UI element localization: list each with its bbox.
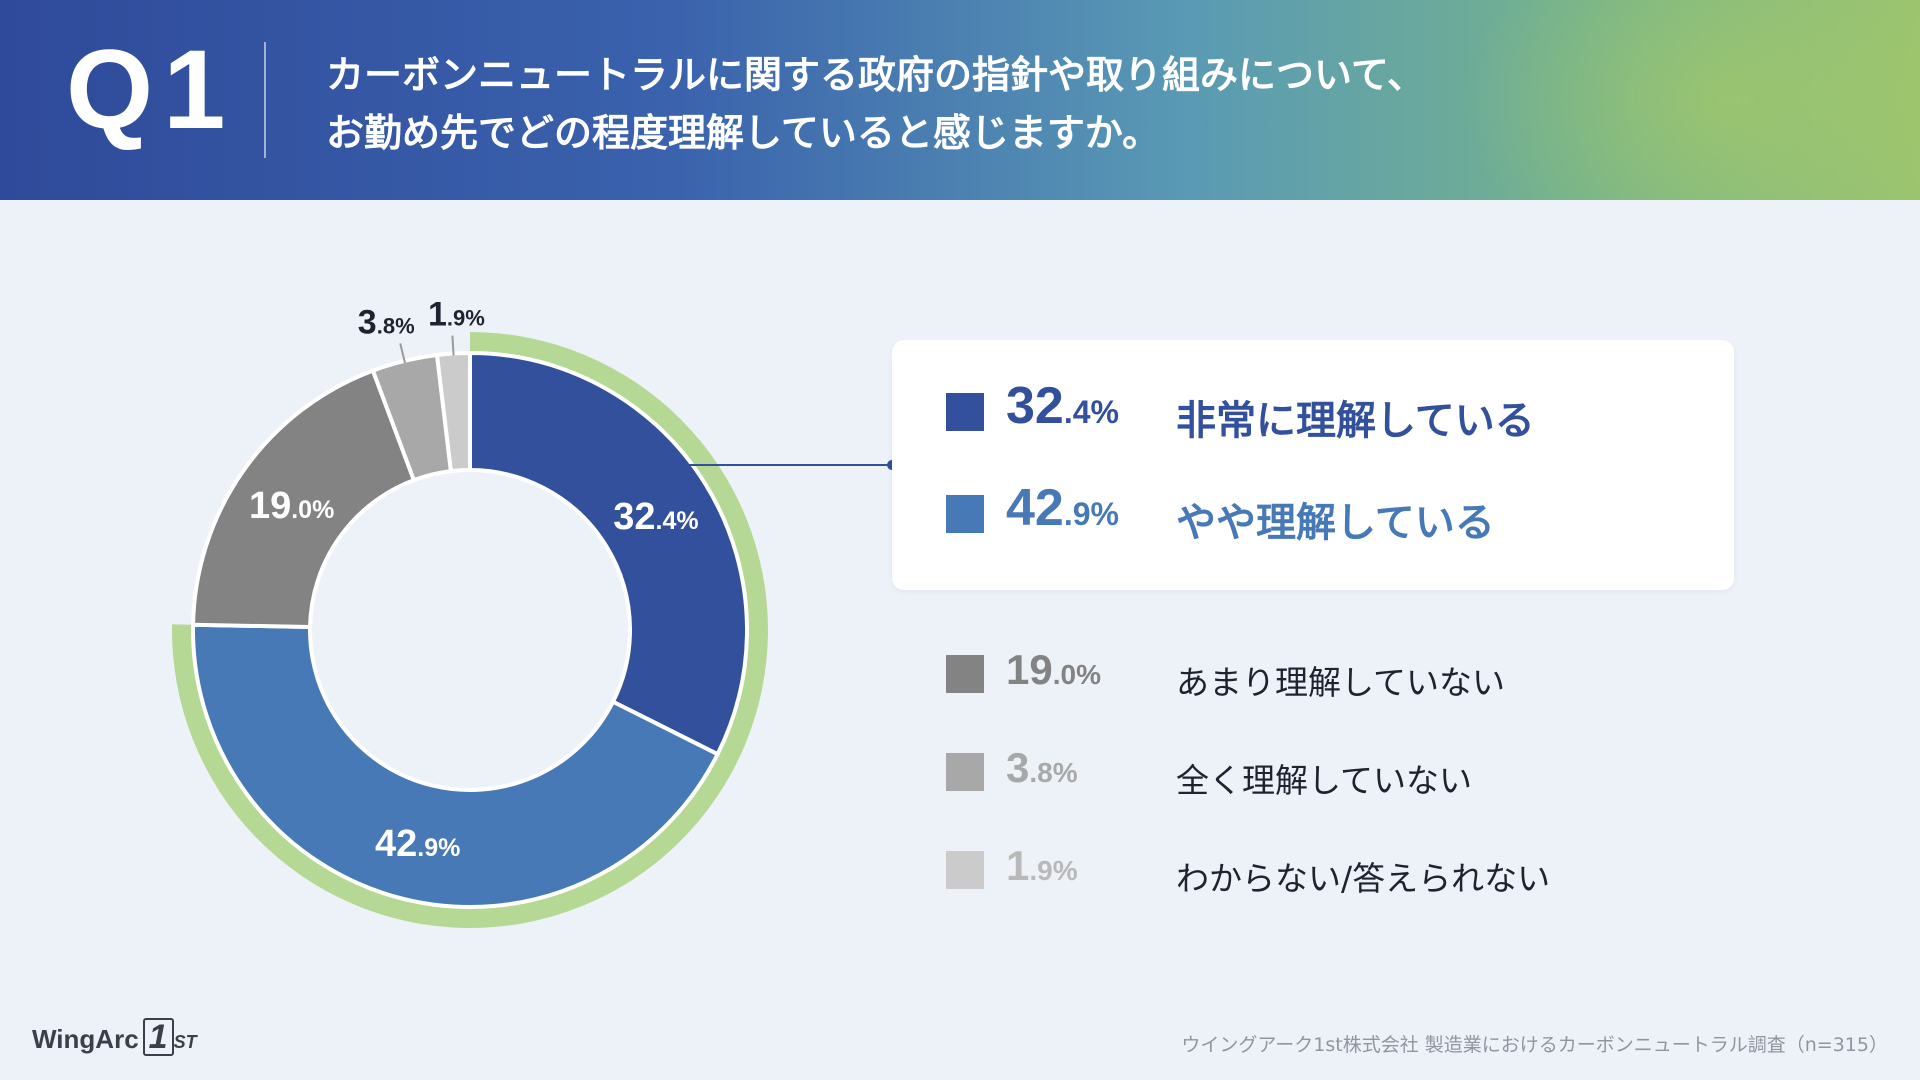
slice-not-much [191,368,416,629]
legend-label: わからない/答えられない [1176,859,1551,898]
legend-percent-whole: 1 [1006,842,1030,889]
question-text: カーボンニュートラルに関する政府の指針や取り組みについて、 お勤め先でどの程度理… [326,46,1506,162]
logo-one: 1 [142,1018,174,1056]
data-label-2: 19.0% [249,485,334,527]
slice-somewhat [191,622,720,909]
legend-swatch [946,851,984,889]
legend-percent-decimal: .4% [1063,394,1119,430]
legend-swatch [946,655,984,693]
header-banner: Q1 カーボンニュートラルに関する政府の指針や取り組みについて、 お勤め先でどの… [0,0,1920,200]
question-line-2: お勤め先でどの程度理解していると感じますか。 [326,111,1161,155]
data-label-1: 42.9% [375,823,460,865]
legend-percent-decimal: .9% [1029,855,1078,886]
slice-very [468,351,749,757]
legend-percent: 42.9% [1006,478,1119,538]
legend-label: あまり理解していない [1176,663,1506,702]
question-line-1: カーボンニュートラルに関する政府の指針や取り組みについて、 [326,53,1425,97]
data-label-0: 32.4% [613,496,698,538]
connector-dot-start [644,460,655,470]
legend-percent: 3.8% [1006,744,1078,792]
donut-chart: 32.4% 42.9% 19.0% 3.8% 1.9% [171,296,897,929]
legend-swatch [946,393,984,431]
logo-st: ST [173,1032,197,1052]
data-label-3: 3.8% [358,303,415,341]
legend-percent-decimal: .9% [1063,496,1119,532]
leader-line-4 [451,335,455,356]
legend-label: やや理解している [1176,500,1495,546]
question-number: Q1 [66,27,236,152]
source-note: ウイングアーク1st株式会社 製造業におけるカーボンニュートラル調査（n=315… [1181,1034,1888,1056]
legend-label: 非常に理解している [1176,398,1535,444]
highlight-legend-card [892,340,1734,590]
legend-label: 全く理解していない [1176,761,1473,800]
legend-percent-whole: 42 [1006,479,1064,537]
legend-percent: 32.4% [1006,376,1119,436]
logo-word: WingArc [32,1024,139,1054]
legend-swatch [946,753,984,791]
legend-percent-decimal: .8% [1029,757,1078,788]
legend-percent: 1.9% [1006,842,1078,890]
legend-percent-whole: 32 [1006,377,1064,435]
slice-unknown [435,351,472,474]
legend-percent: 19.0% [1006,646,1101,694]
legend-swatch [946,495,984,533]
legend-percent-decimal: .0% [1052,659,1101,690]
company-logo: WingArc 1 ST [32,1018,197,1056]
leader-line-3 [399,343,406,364]
header-divider [264,42,266,158]
legend-percent-whole: 3 [1006,744,1030,791]
data-label-4: 1.9% [428,296,485,334]
legend-percent-whole: 19 [1006,646,1053,693]
